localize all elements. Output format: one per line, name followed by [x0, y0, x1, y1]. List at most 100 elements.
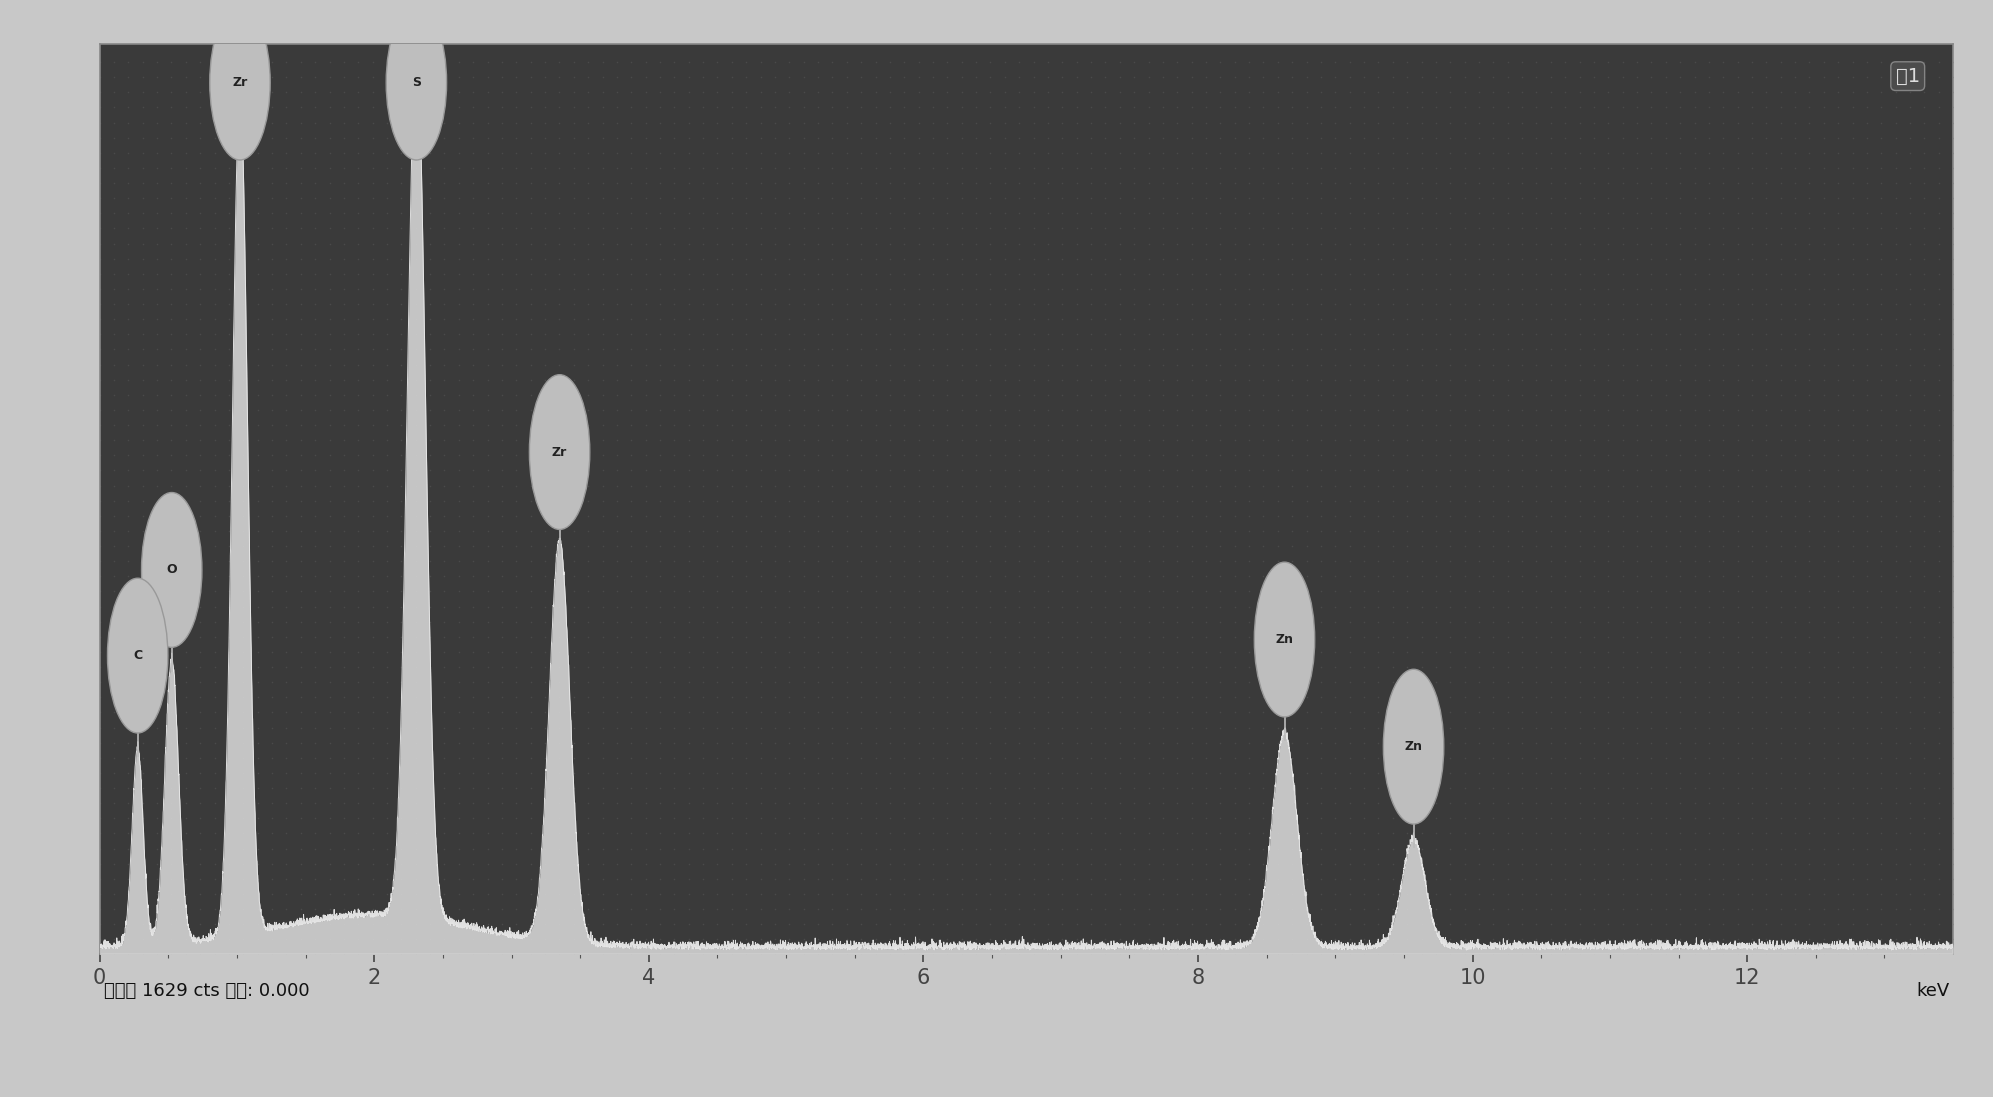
Point — [1692, 749, 1724, 767]
Point — [1909, 326, 1941, 343]
Point — [759, 144, 791, 161]
Point — [1851, 265, 1883, 283]
Point — [1780, 402, 1812, 419]
Point — [1923, 341, 1955, 359]
Point — [1291, 204, 1323, 222]
Point — [1722, 538, 1754, 555]
Point — [1435, 855, 1467, 872]
Point — [1535, 567, 1566, 585]
Point — [169, 431, 201, 449]
Point — [415, 839, 446, 857]
Point — [112, 870, 143, 887]
Point — [1493, 779, 1525, 796]
Point — [1521, 129, 1553, 147]
Point — [1176, 825, 1208, 842]
Point — [1865, 68, 1897, 86]
Point — [1262, 553, 1293, 570]
Point — [227, 355, 259, 373]
Point — [1620, 855, 1652, 872]
Point — [1565, 598, 1596, 615]
Point — [759, 477, 791, 495]
Point — [1305, 250, 1337, 268]
Point — [773, 190, 805, 207]
Point — [1736, 901, 1768, 918]
Point — [688, 159, 719, 177]
Point — [213, 129, 245, 147]
Point — [1650, 280, 1682, 297]
Point — [1419, 99, 1451, 116]
Point — [875, 765, 907, 782]
Point — [385, 477, 417, 495]
Point — [442, 371, 474, 388]
Point — [1132, 204, 1164, 222]
Point — [845, 794, 877, 812]
Point — [1146, 68, 1178, 86]
Point — [1592, 99, 1624, 116]
Point — [1893, 280, 1925, 297]
Point — [1923, 386, 1955, 404]
Point — [658, 794, 690, 812]
Point — [859, 703, 891, 721]
Point — [1276, 265, 1307, 283]
Point — [1176, 553, 1208, 570]
Point — [142, 402, 173, 419]
Point — [112, 250, 143, 268]
Point — [213, 734, 245, 751]
Point — [889, 522, 921, 540]
Point — [1262, 144, 1293, 161]
Point — [500, 280, 532, 297]
Point — [1074, 839, 1106, 857]
Point — [1435, 416, 1467, 433]
Point — [1736, 83, 1768, 101]
Point — [1435, 627, 1467, 645]
Point — [213, 386, 245, 404]
Point — [1405, 719, 1437, 736]
Point — [385, 885, 417, 903]
Point — [1750, 129, 1782, 147]
Point — [917, 719, 949, 736]
Point — [875, 310, 907, 328]
Point — [889, 341, 921, 359]
Point — [1851, 386, 1883, 404]
Point — [1449, 386, 1481, 404]
Point — [674, 598, 706, 615]
Point — [558, 371, 590, 388]
Point — [1002, 265, 1034, 283]
Point — [989, 658, 1020, 676]
Point — [415, 204, 446, 222]
Point — [729, 402, 761, 419]
Point — [616, 144, 648, 161]
Point — [831, 250, 863, 268]
Point — [1363, 355, 1395, 373]
Point — [1118, 765, 1150, 782]
Point — [1865, 355, 1897, 373]
Point — [112, 446, 143, 464]
Point — [1808, 810, 1840, 827]
Point — [1377, 477, 1409, 495]
Point — [1018, 355, 1050, 373]
Point — [688, 235, 719, 252]
Point — [128, 915, 159, 932]
Point — [98, 583, 130, 600]
Point — [1377, 144, 1409, 161]
Point — [729, 265, 761, 283]
Point — [1620, 235, 1652, 252]
Point — [213, 901, 245, 918]
Point — [947, 250, 979, 268]
Point — [528, 68, 560, 86]
Point — [199, 855, 231, 872]
Point — [1937, 522, 1969, 540]
Point — [1722, 553, 1754, 570]
Point — [1405, 627, 1437, 645]
Point — [715, 265, 747, 283]
Point — [415, 930, 446, 948]
Point — [658, 235, 690, 252]
Point — [1838, 250, 1869, 268]
Point — [1678, 522, 1710, 540]
Point — [1032, 54, 1064, 71]
Point — [1032, 901, 1064, 918]
Point — [1822, 204, 1853, 222]
Point — [989, 295, 1020, 313]
Point — [875, 719, 907, 736]
Point — [1692, 386, 1724, 404]
